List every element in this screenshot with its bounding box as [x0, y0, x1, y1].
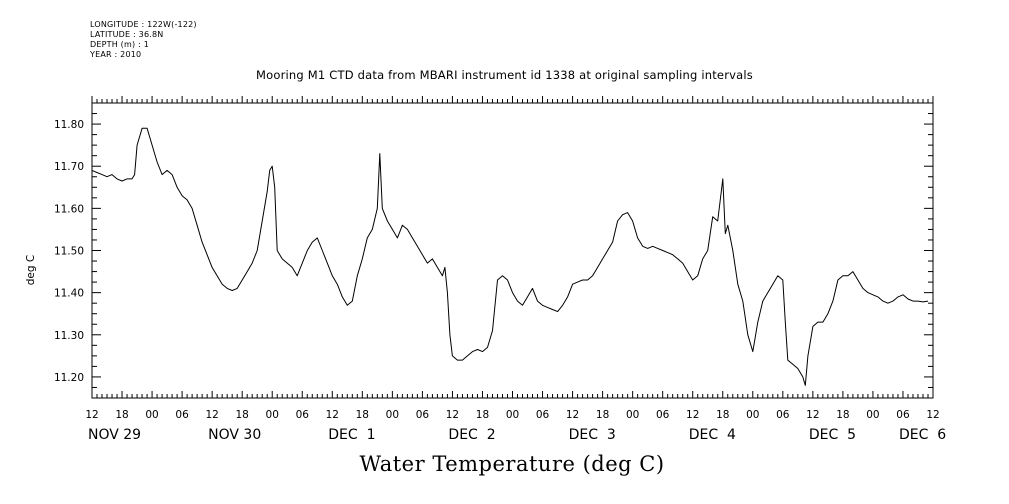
y-tick-label: 11.50: [54, 246, 84, 258]
y-tick-label: 11.30: [54, 330, 84, 342]
y-tick-label: 11.60: [54, 203, 84, 215]
metadata-block: LONGITUDE : 122W(-122) LATITUDE : 36.8N …: [90, 20, 197, 60]
x-tick-label: 06: [776, 409, 790, 421]
x-day-label: DEC 6: [899, 427, 946, 443]
plot-axes: [91, 102, 934, 399]
x-tick-label: 18: [716, 409, 729, 421]
x-tick-label: 06: [536, 409, 550, 421]
chart-title: Mooring M1 CTD data from MBARI instrumen…: [256, 68, 753, 82]
x-tick-label: 00: [145, 409, 158, 421]
x-day-label: NOV 30: [208, 427, 261, 443]
x-tick-label: 18: [356, 409, 369, 421]
x-tick-label: 12: [686, 409, 699, 421]
x-tick-label: 12: [85, 409, 98, 421]
x-day-label: DEC 2: [448, 427, 495, 443]
series-group: [91, 127, 929, 386]
x-day-label: DEC 3: [569, 427, 616, 443]
x-axis-label: Water Temperature (deg C): [359, 452, 665, 476]
x-tick-label: 18: [476, 409, 489, 421]
x-tick-label: 18: [836, 409, 849, 421]
x-tick-label: 00: [626, 409, 639, 421]
x-tick-label: 12: [446, 409, 459, 421]
x-tick-label: 12: [926, 409, 939, 421]
x-day-label: DEC 1: [328, 427, 375, 443]
y-tick-label: 11.40: [54, 288, 84, 300]
y-tick-label: 11.70: [54, 161, 84, 173]
y-axis-label: deg C: [25, 255, 37, 285]
x-ticks: 12 18 00 06 12 18 00 06 12 18 00 06 12 18 00 06 12 18 00 06…: [85, 96, 946, 443]
temperature-series-line: [91, 127, 929, 386]
x-day-label: DEC 4: [689, 427, 736, 443]
x-tick-label: 18: [235, 409, 248, 421]
x-tick-label: 06: [896, 409, 910, 421]
x-tick-label: 00: [506, 409, 519, 421]
x-tick-label: 06: [175, 409, 189, 421]
y-tick-label: 11.20: [54, 372, 84, 384]
x-tick-label: 06: [656, 409, 670, 421]
x-tick-label: 12: [205, 409, 218, 421]
x-tick-label: 00: [266, 409, 279, 421]
depth-text: DEPTH (m) : 1: [90, 40, 149, 49]
x-tick-label: 18: [115, 409, 128, 421]
x-tick-label: 12: [806, 409, 819, 421]
x-tick-label: 00: [866, 409, 879, 421]
x-day-label: DEC 5: [809, 427, 856, 443]
x-tick-label: 12: [326, 409, 339, 421]
x-tick-label: 18: [596, 409, 609, 421]
year-text: YEAR : 2010: [90, 50, 142, 59]
y-ticks: 11.20 11.30 11.40 11.50 11.60 11.70 11.80: [54, 102, 933, 399]
longitude-text: LONGITUDE : 122W(-122): [90, 20, 197, 29]
x-tick-label: 06: [416, 409, 430, 421]
x-tick-label: 00: [746, 409, 759, 421]
y-tick-label: 11.80: [54, 119, 84, 131]
x-tick-label: 00: [386, 409, 399, 421]
x-tick-label: 12: [566, 409, 579, 421]
x-tick-label: 06: [296, 409, 310, 421]
plot-frame: [91, 102, 934, 399]
x-day-label: NOV 29: [88, 427, 141, 443]
latitude-text: LATITUDE : 36.8N: [90, 30, 164, 39]
